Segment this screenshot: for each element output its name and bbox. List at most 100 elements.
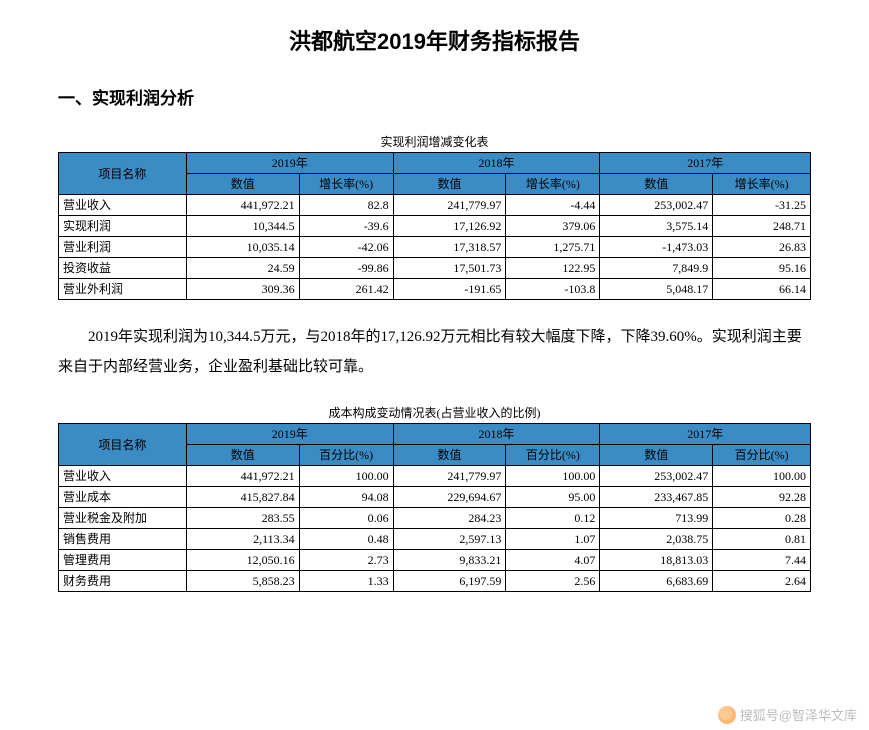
cell-value: 233,467.85 [600, 487, 713, 508]
row-label: 营业税金及附加 [59, 508, 187, 529]
row-label: 营业收入 [59, 466, 187, 487]
row-label: 营业利润 [59, 237, 187, 258]
cell-value: 10,035.14 [186, 237, 299, 258]
watermark-text: 搜狐号@智泽华文库 [740, 705, 857, 724]
cell-value: 1,275.71 [506, 237, 600, 258]
cell-value: 18,813.03 [600, 550, 713, 571]
table-row: 管理费用12,050.162.739,833.214.0718,813.037.… [59, 550, 811, 571]
table-row: 营业收入441,972.21100.00241,779.97100.00253,… [59, 466, 811, 487]
table-row: 营业外利润309.36261.42-191.65-103.85,048.1766… [59, 279, 811, 300]
cell-value: 2,113.34 [186, 529, 299, 550]
cell-value: 2,038.75 [600, 529, 713, 550]
cell-value: 248.71 [713, 216, 811, 237]
cell-value: 1.07 [506, 529, 600, 550]
table-cost-structure: 项目名称 2019年 2018年 2017年 数值 百分比(%) 数值 百分比(… [58, 423, 811, 592]
cell-value: 261.42 [299, 279, 393, 300]
sub-value: 数值 [186, 174, 299, 195]
cell-value: 7.44 [713, 550, 811, 571]
table-row: 投资收益24.59-99.8617,501.73122.957,849.995.… [59, 258, 811, 279]
cell-value: 6,197.59 [393, 571, 506, 592]
cell-value: 95.00 [506, 487, 600, 508]
cell-value: 100.00 [299, 466, 393, 487]
sub-value: 数值 [393, 174, 506, 195]
cell-value: 66.14 [713, 279, 811, 300]
cell-value: 441,972.21 [186, 195, 299, 216]
cell-value: 122.95 [506, 258, 600, 279]
sub-rate: 增长率(%) [506, 174, 600, 195]
cell-value: 2,597.13 [393, 529, 506, 550]
table2-body: 营业收入441,972.21100.00241,779.97100.00253,… [59, 466, 811, 592]
sub-value: 数值 [393, 445, 506, 466]
cell-value: 2.64 [713, 571, 811, 592]
cell-value: -42.06 [299, 237, 393, 258]
cell-value: 241,779.97 [393, 195, 506, 216]
cell-value: 283.55 [186, 508, 299, 529]
col-header-2018: 2018年 [393, 153, 600, 174]
cell-value: 0.81 [713, 529, 811, 550]
col-header-item: 项目名称 [59, 424, 187, 466]
cell-value: 9,833.21 [393, 550, 506, 571]
cell-value: 6,683.69 [600, 571, 713, 592]
analysis-paragraph: 2019年实现利润为10,344.5万元，与2018年的17,126.92万元相… [58, 322, 811, 382]
cell-value: -191.65 [393, 279, 506, 300]
cell-value: 284.23 [393, 508, 506, 529]
cell-value: 17,501.73 [393, 258, 506, 279]
cell-value: 100.00 [713, 466, 811, 487]
table-row: 销售费用2,113.340.482,597.131.072,038.750.81 [59, 529, 811, 550]
cell-value: 229,694.67 [393, 487, 506, 508]
cell-value: 3,575.14 [600, 216, 713, 237]
cell-value: 441,972.21 [186, 466, 299, 487]
cell-value: 26.83 [713, 237, 811, 258]
row-label: 实现利润 [59, 216, 187, 237]
cell-value: -99.86 [299, 258, 393, 279]
sub-value: 数值 [600, 445, 713, 466]
cell-value: 17,126.92 [393, 216, 506, 237]
col-header-2019: 2019年 [186, 153, 393, 174]
table-row: 实现利润10,344.5-39.617,126.92379.063,575.14… [59, 216, 811, 237]
cell-value: -4.44 [506, 195, 600, 216]
cell-value: 253,002.47 [600, 466, 713, 487]
cell-value: 10,344.5 [186, 216, 299, 237]
sub-value: 数值 [600, 174, 713, 195]
col-header-item: 项目名称 [59, 153, 187, 195]
row-label: 销售费用 [59, 529, 187, 550]
cell-value: 0.28 [713, 508, 811, 529]
page-title: 洪都航空2019年财务指标报告 [58, 24, 811, 56]
cell-value: -31.25 [713, 195, 811, 216]
row-label: 管理费用 [59, 550, 187, 571]
cell-value: 24.59 [186, 258, 299, 279]
cell-value: 309.36 [186, 279, 299, 300]
sub-pct: 百分比(%) [506, 445, 600, 466]
sub-pct: 百分比(%) [299, 445, 393, 466]
cell-value: 2.73 [299, 550, 393, 571]
table2-caption: 成本构成变动情况表(占营业收入的比例) [58, 404, 811, 421]
sohu-icon [718, 706, 736, 724]
cell-value: 12,050.16 [186, 550, 299, 571]
cell-value: 379.06 [506, 216, 600, 237]
col-header-2017: 2017年 [600, 153, 811, 174]
cell-value: -103.8 [506, 279, 600, 300]
cell-value: 415,827.84 [186, 487, 299, 508]
watermark: 搜狐号@智泽华文库 [718, 705, 857, 724]
table-row: 营业税金及附加283.550.06284.230.12713.990.28 [59, 508, 811, 529]
table-row: 财务费用5,858.231.336,197.592.566,683.692.64 [59, 571, 811, 592]
cell-value: 713.99 [600, 508, 713, 529]
sub-rate: 增长率(%) [713, 174, 811, 195]
col-header-2017: 2017年 [600, 424, 811, 445]
cell-value: 0.06 [299, 508, 393, 529]
table-profit-change: 项目名称 2019年 2018年 2017年 数值 增长率(%) 数值 增长率(… [58, 152, 811, 300]
cell-value: 94.08 [299, 487, 393, 508]
col-header-2018: 2018年 [393, 424, 600, 445]
cell-value: -39.6 [299, 216, 393, 237]
section-heading-1: 一、实现利润分析 [58, 84, 811, 109]
sub-pct: 百分比(%) [713, 445, 811, 466]
cell-value: 92.28 [713, 487, 811, 508]
table1-body: 营业收入441,972.2182.8241,779.97-4.44253,002… [59, 195, 811, 300]
sub-rate: 增长率(%) [299, 174, 393, 195]
row-label: 营业收入 [59, 195, 187, 216]
cell-value: 253,002.47 [600, 195, 713, 216]
cell-value: 82.8 [299, 195, 393, 216]
sub-value: 数值 [186, 445, 299, 466]
cell-value: 241,779.97 [393, 466, 506, 487]
cell-value: 0.48 [299, 529, 393, 550]
